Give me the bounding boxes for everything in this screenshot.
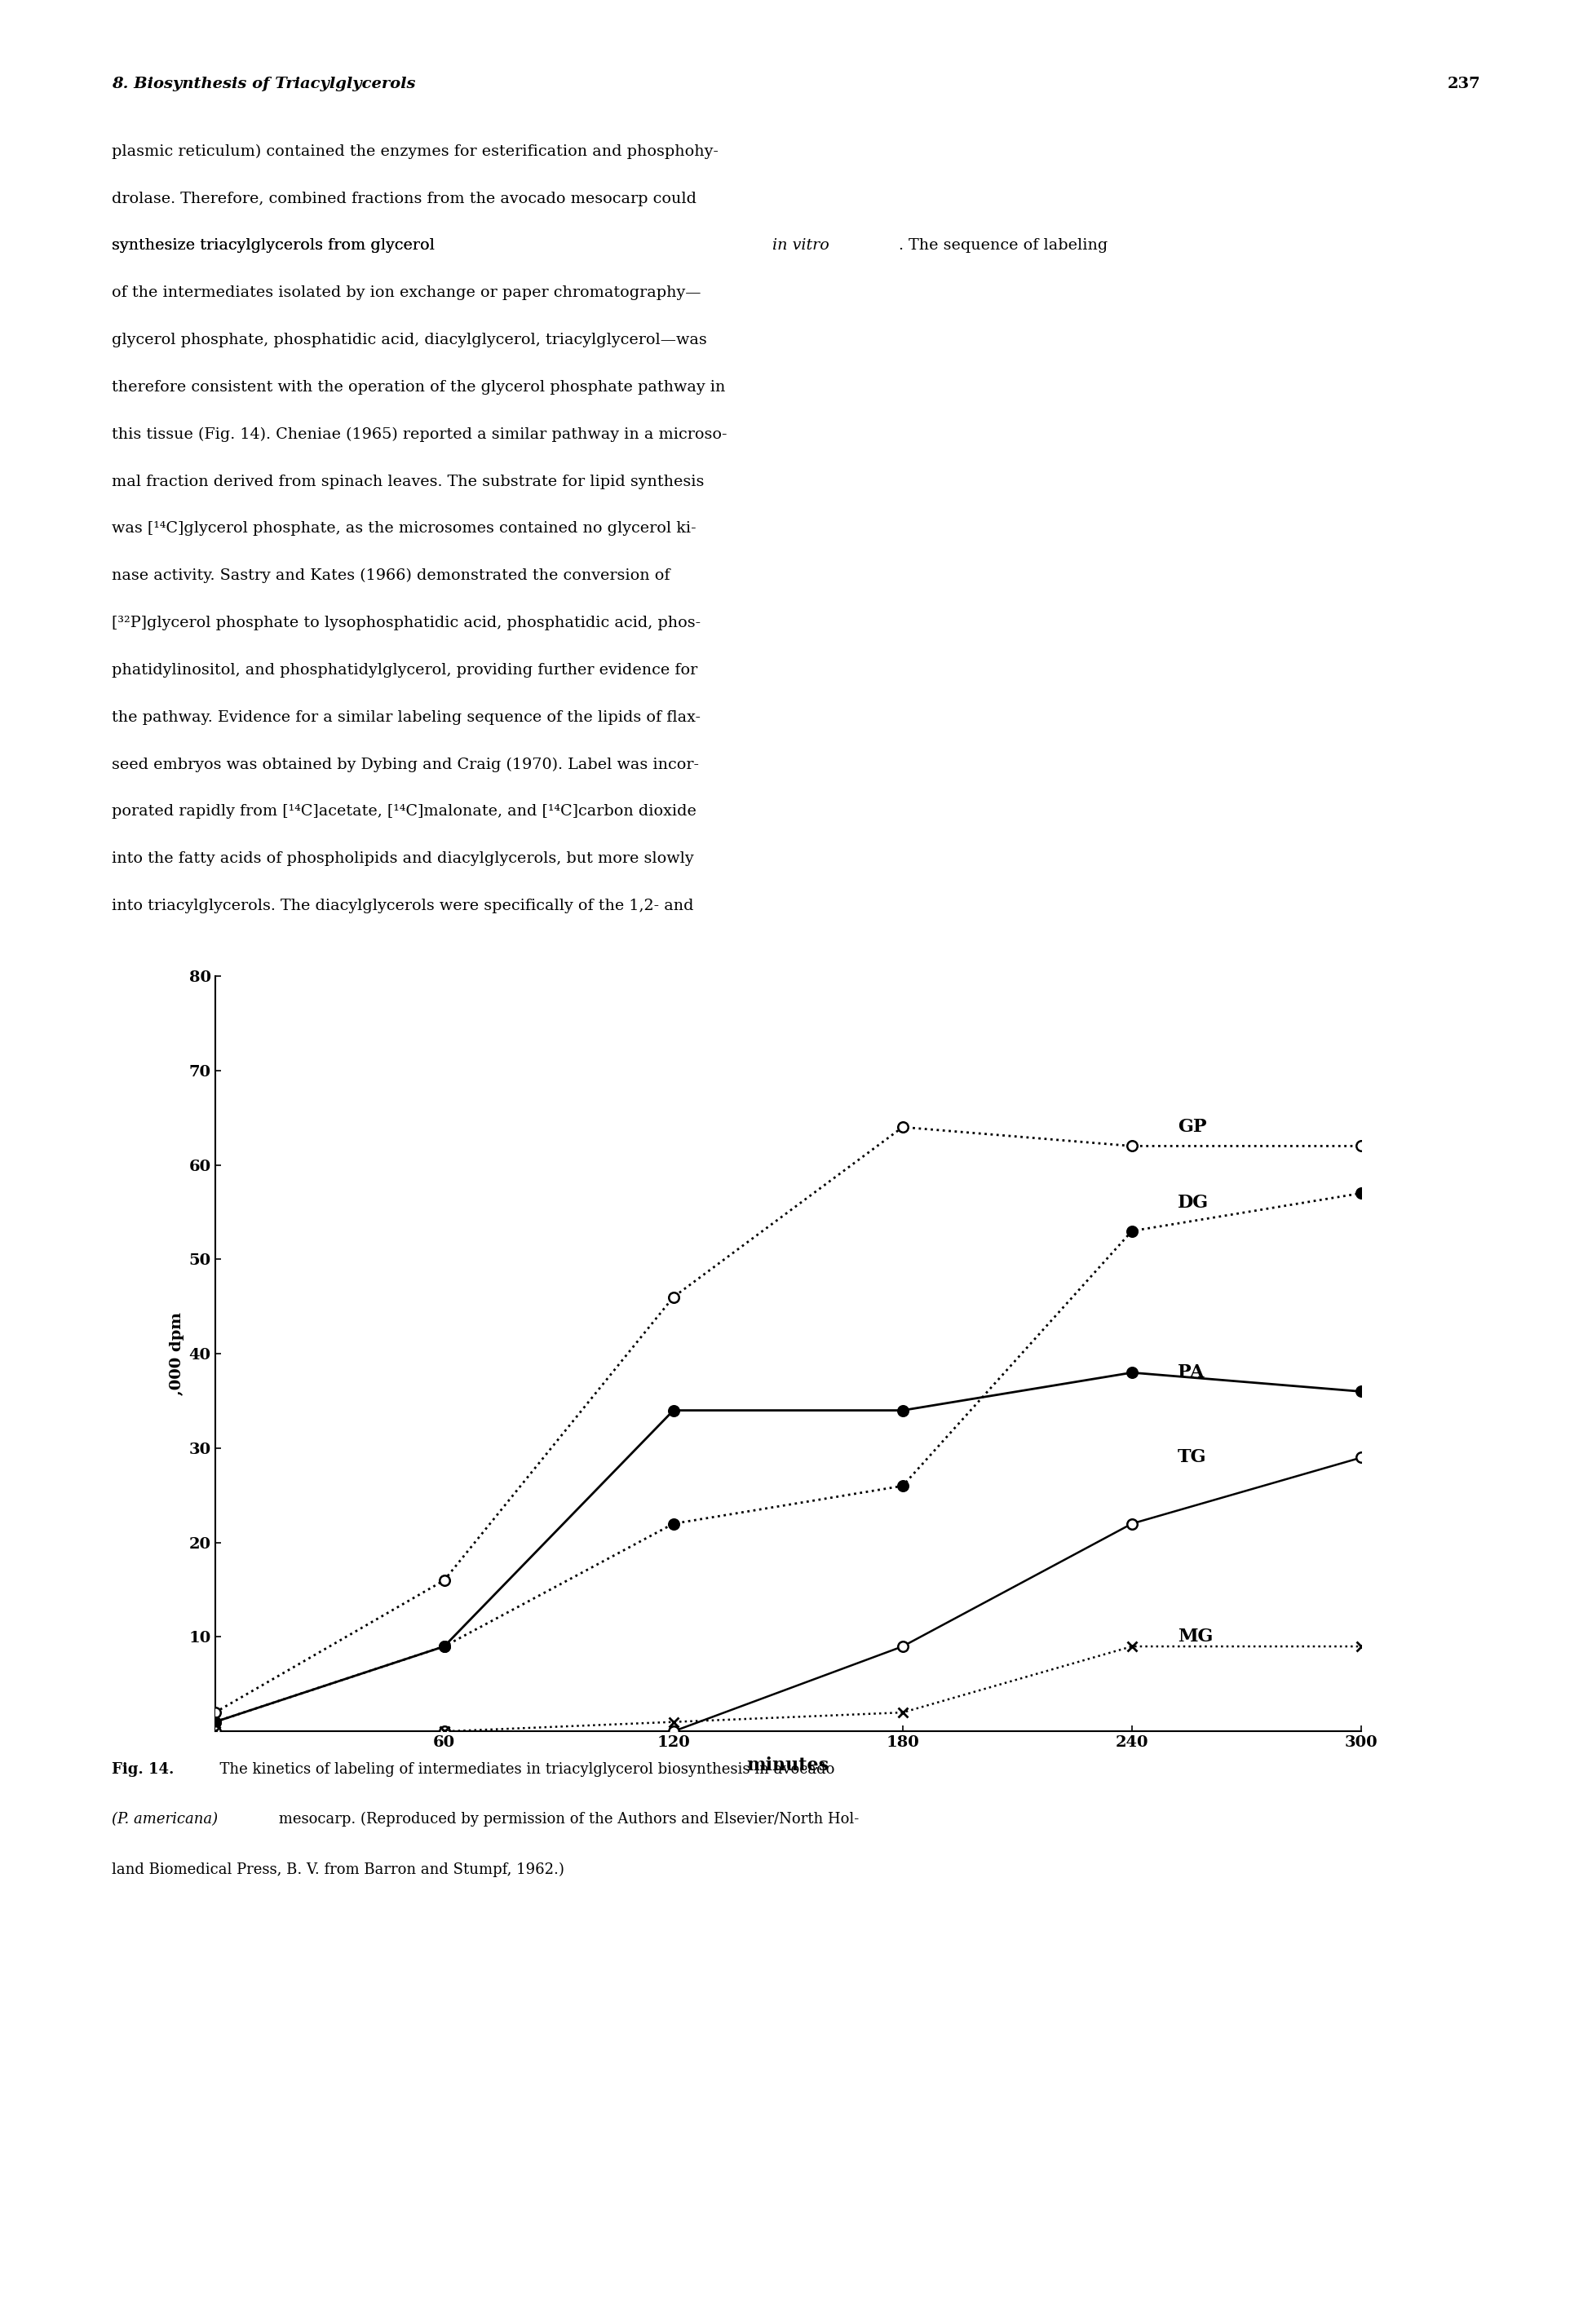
Text: plasmic reticulum) contained the enzymes for esterification and phosphohy-: plasmic reticulum) contained the enzymes… [111,144,718,158]
Text: the pathway. Evidence for a similar labeling sequence of the lipids of flax-: the pathway. Evidence for a similar labe… [111,711,700,725]
X-axis label: minutes: minutes [747,1757,829,1776]
Text: . The sequence of labeling: . The sequence of labeling [899,239,1108,253]
Text: MG: MG [1178,1629,1213,1645]
Text: [³²P]glycerol phosphate to lysophosphatidic acid, phosphatidic acid, phos-: [³²P]glycerol phosphate to lysophosphati… [111,616,700,630]
Text: (P. americana): (P. americana) [111,1813,218,1827]
Text: Fig. 14.: Fig. 14. [111,1762,174,1778]
Text: porated rapidly from [¹⁴C]acetate, [¹⁴C]malonate, and [¹⁴C]carbon dioxide: porated rapidly from [¹⁴C]acetate, [¹⁴C]… [111,804,696,818]
Text: mesocarp. (Reproduced by permission of the Authors and Elsevier/North Hol-: mesocarp. (Reproduced by permission of t… [274,1813,860,1827]
Y-axis label: ,000 dpm: ,000 dpm [169,1313,185,1394]
Text: therefore consistent with the operation of the glycerol phosphate pathway in: therefore consistent with the operation … [111,379,724,395]
Text: mal fraction derived from spinach leaves. The substrate for lipid synthesis: mal fraction derived from spinach leaves… [111,474,704,488]
Text: was [¹⁴C]glycerol phosphate, as the microsomes contained no glycerol ki-: was [¹⁴C]glycerol phosphate, as the micr… [111,521,696,537]
Text: PA: PA [1178,1364,1204,1380]
Text: 8. Biosynthesis of Triacylglycerols: 8. Biosynthesis of Triacylglycerols [111,77,416,91]
Text: synthesize triacylglycerols from glycerol: synthesize triacylglycerols from glycero… [111,239,439,253]
Text: glycerol phosphate, phosphatidic acid, diacylglycerol, triacylglycerol—was: glycerol phosphate, phosphatidic acid, d… [111,332,707,346]
Text: seed embryos was obtained by Dybing and Craig (1970). Label was incor-: seed embryos was obtained by Dybing and … [111,758,699,772]
Text: DG: DG [1178,1195,1208,1211]
Text: TG: TG [1178,1448,1207,1466]
Text: GP: GP [1178,1118,1207,1136]
Text: drolase. Therefore, combined fractions from the avocado mesocarp could: drolase. Therefore, combined fractions f… [111,191,696,207]
Text: this tissue (Fig. 14). Cheniae (1965) reported a similar pathway in a microso-: this tissue (Fig. 14). Cheniae (1965) re… [111,428,728,442]
Text: phatidylinositol, and phosphatidylglycerol, providing further evidence for: phatidylinositol, and phosphatidylglycer… [111,662,697,679]
Text: 237: 237 [1447,77,1481,91]
Text: of the intermediates isolated by ion exchange or paper chromatography—: of the intermediates isolated by ion exc… [111,286,700,300]
Text: synthesize triacylglycerols from glycerol in vitro. The sequence of labeling: synthesize triacylglycerols from glycero… [111,239,705,253]
Text: land Biomedical Press, B. V. from Barron and Stumpf, 1962.): land Biomedical Press, B. V. from Barron… [111,1862,564,1878]
Text: into triacylglycerols. The diacylglycerols were specifically of the 1,2- and: into triacylglycerols. The diacylglycero… [111,899,694,913]
Text: nase activity. Sastry and Kates (1966) demonstrated the conversion of: nase activity. Sastry and Kates (1966) d… [111,569,670,583]
Text: synthesize triacylglycerols from glycerol: synthesize triacylglycerols from glycero… [111,239,439,253]
Text: into the fatty acids of phospholipids and diacylglycerols, but more slowly: into the fatty acids of phospholipids an… [111,851,694,867]
Text: in vitro: in vitro [772,239,829,253]
Text: The kinetics of labeling of intermediates in triacylglycerol biosynthesis in avo: The kinetics of labeling of intermediate… [210,1762,834,1778]
